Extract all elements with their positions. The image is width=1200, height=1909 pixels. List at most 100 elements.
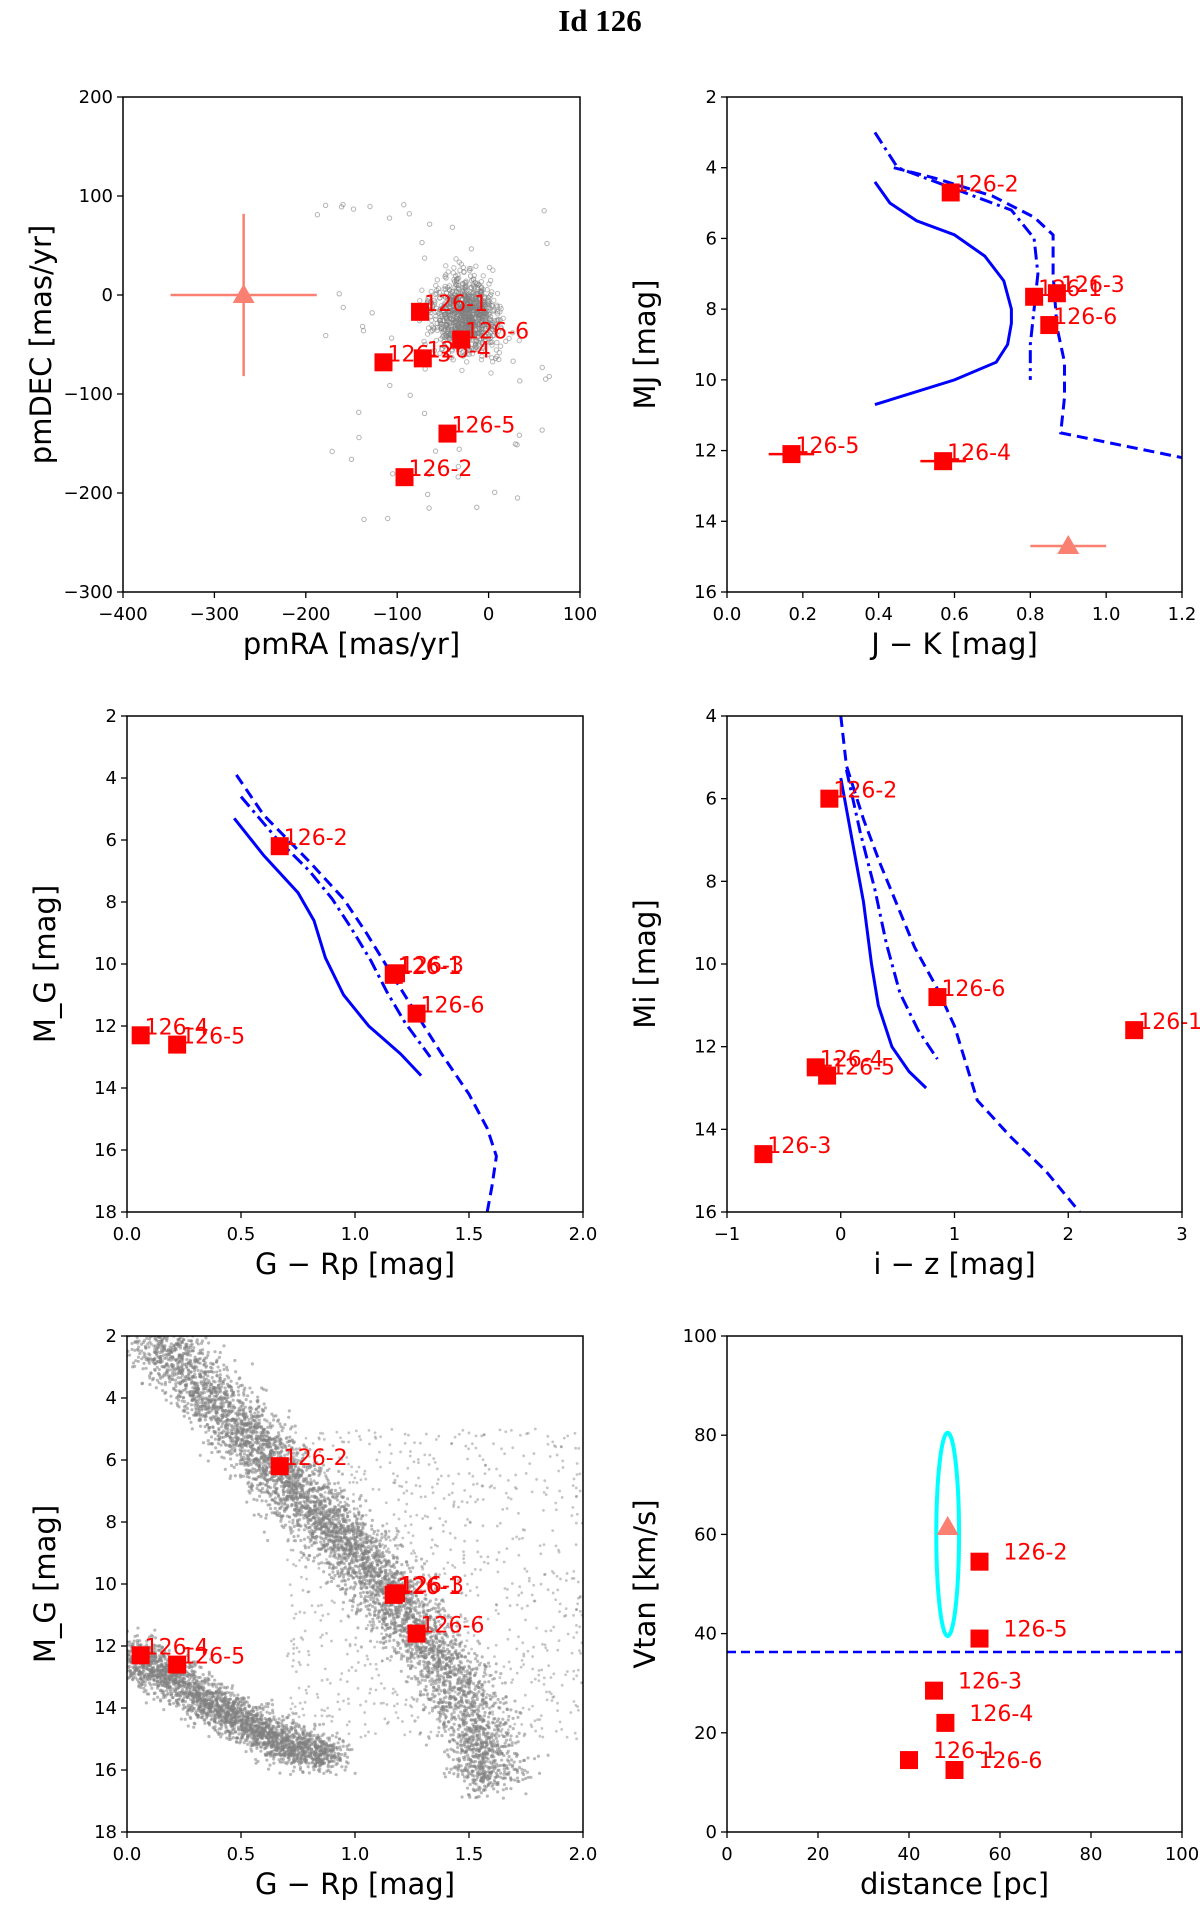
y-tick-label: −300 <box>64 582 113 603</box>
y-tick-label: 16 <box>694 1202 717 1223</box>
y-tick-label: −200 <box>64 483 113 504</box>
point-label-126-6: 126-6 <box>465 320 529 345</box>
point-label-126-6: 126-6 <box>421 994 485 1019</box>
primary-star-marker <box>1057 535 1080 555</box>
model-curve-dashdot <box>844 769 939 1060</box>
point-label-126-1: 126-1 <box>1138 1010 1200 1035</box>
x-tick-label: 2 <box>1063 1224 1074 1245</box>
x-tick-label: 100 <box>563 604 597 625</box>
axes-frame <box>126 715 584 1213</box>
y-tick-label: 8 <box>106 1512 117 1533</box>
point-label-126-3: 126-3 <box>1061 273 1125 298</box>
data-point-126-3 <box>925 1681 944 1700</box>
x-tick-label: 0 <box>721 1844 732 1865</box>
point-label-126-2: 126-2 <box>284 1446 348 1471</box>
x-axis-label: distance [pc] <box>860 1867 1049 1901</box>
data-point-126-3 <box>387 964 406 983</box>
x-tick-label: 0.8 <box>1016 604 1045 625</box>
point-label-126-1: 126-1 <box>933 1739 997 1764</box>
y-axis-label: M_G [mag] <box>28 1505 62 1663</box>
y-tick-label: 40 <box>694 1624 717 1645</box>
data-point-126-4 <box>934 452 953 471</box>
plot-area <box>127 1336 583 1800</box>
y-tick-label: 0 <box>706 1822 717 1843</box>
y-axis-label: MJ [mag] <box>628 280 662 410</box>
background-star-cloud <box>314 201 552 523</box>
point-label-126-6: 126-6 <box>979 1749 1043 1774</box>
y-tick-label: 8 <box>706 299 717 320</box>
primary-star-marker <box>232 284 255 303</box>
data-point-126-2 <box>970 1552 989 1571</box>
model-curve-solid <box>873 181 1013 407</box>
data-point-126-4 <box>131 1646 150 1665</box>
axes-frame <box>726 96 1183 593</box>
data-point-126-3 <box>1047 284 1066 303</box>
point-label-126-3: 126-3 <box>387 342 451 367</box>
uncertainty-ellipse <box>934 1430 962 1639</box>
data-point-126-5 <box>970 1629 989 1648</box>
point-label-126-1: 126-1 <box>1038 277 1102 302</box>
x-tick-label: 0.2 <box>789 604 818 625</box>
y-tick-label: 14 <box>94 1698 117 1719</box>
y-tick-label: 6 <box>106 1450 117 1471</box>
y-tick-label: 14 <box>694 1119 717 1140</box>
x-tick-label: 1 <box>949 1224 960 1245</box>
data-point-126-6 <box>407 1624 426 1643</box>
x-tick-label: 0 <box>483 604 494 625</box>
data-point-126-2 <box>270 1457 289 1476</box>
y-tick-label: 14 <box>94 1078 117 1099</box>
y-tick-label: 4 <box>106 1388 117 1409</box>
y-tick-label: 18 <box>94 1822 117 1843</box>
y-tick-label: 4 <box>706 706 717 727</box>
y-axis-label: Mi [mag] <box>628 899 662 1028</box>
data-point-126-3 <box>374 353 393 372</box>
y-tick-label: 100 <box>79 186 113 207</box>
point-label-126-5: 126-5 <box>795 434 859 459</box>
model-curve-dashed <box>839 716 1081 1212</box>
y-tick-label: 20 <box>694 1723 717 1744</box>
data-point-126-4 <box>413 349 432 368</box>
x-tick-label: 1.5 <box>455 1224 484 1245</box>
y-tick-label: 2 <box>706 87 717 108</box>
data-point-126-1 <box>900 1751 918 1770</box>
data-point-126-4 <box>936 1713 955 1732</box>
x-tick-label: 0.5 <box>227 1224 256 1245</box>
model-curve-dashdot <box>239 795 432 1058</box>
axes-frame <box>122 96 581 593</box>
point-label-126-5: 126-5 <box>1004 1618 1068 1643</box>
point-label-126-4: 126-4 <box>947 441 1011 466</box>
y-tick-label: 10 <box>694 954 717 975</box>
data-point-126-6 <box>928 988 947 1007</box>
y-tick-label: 80 <box>694 1425 717 1446</box>
primary-star-marker <box>936 1515 959 1535</box>
model-curve-dashed <box>893 166 1182 460</box>
y-tick-label: 60 <box>694 1524 717 1545</box>
y-axis-label: Vtan [km/s] <box>628 1499 662 1668</box>
y-tick-label: 6 <box>706 789 717 810</box>
x-tick-label: 0.0 <box>113 1224 142 1245</box>
x-tick-label: 0.4 <box>864 604 893 625</box>
point-label-126-2: 126-2 <box>1004 1541 1068 1566</box>
point-label-126-5: 126-5 <box>181 1025 245 1050</box>
x-tick-label: 1.0 <box>1092 604 1121 625</box>
x-tick-label: 2.0 <box>569 1224 598 1245</box>
x-tick-label: −100 <box>372 604 421 625</box>
point-label-126-5: 126-5 <box>181 1645 245 1670</box>
point-label-126-6: 126-6 <box>421 1614 485 1639</box>
x-axis-label: G − Rp [mag] <box>255 1867 455 1901</box>
x-tick-label: −1 <box>714 1224 741 1245</box>
field-star-sequences <box>127 1336 583 1800</box>
data-point-126-1 <box>1125 1021 1144 1040</box>
point-label-126-3: 126-3 <box>400 1573 464 1598</box>
y-tick-label: 4 <box>706 158 717 179</box>
point-label-126-1: 126-1 <box>424 292 488 317</box>
y-tick-label: 10 <box>94 1574 117 1595</box>
x-tick-label: 0.6 <box>940 604 969 625</box>
x-tick-label: 0.0 <box>713 604 742 625</box>
data-point-126-6 <box>407 1004 426 1023</box>
model-curve-solid <box>839 777 928 1090</box>
x-tick-label: 0.5 <box>227 1844 256 1865</box>
